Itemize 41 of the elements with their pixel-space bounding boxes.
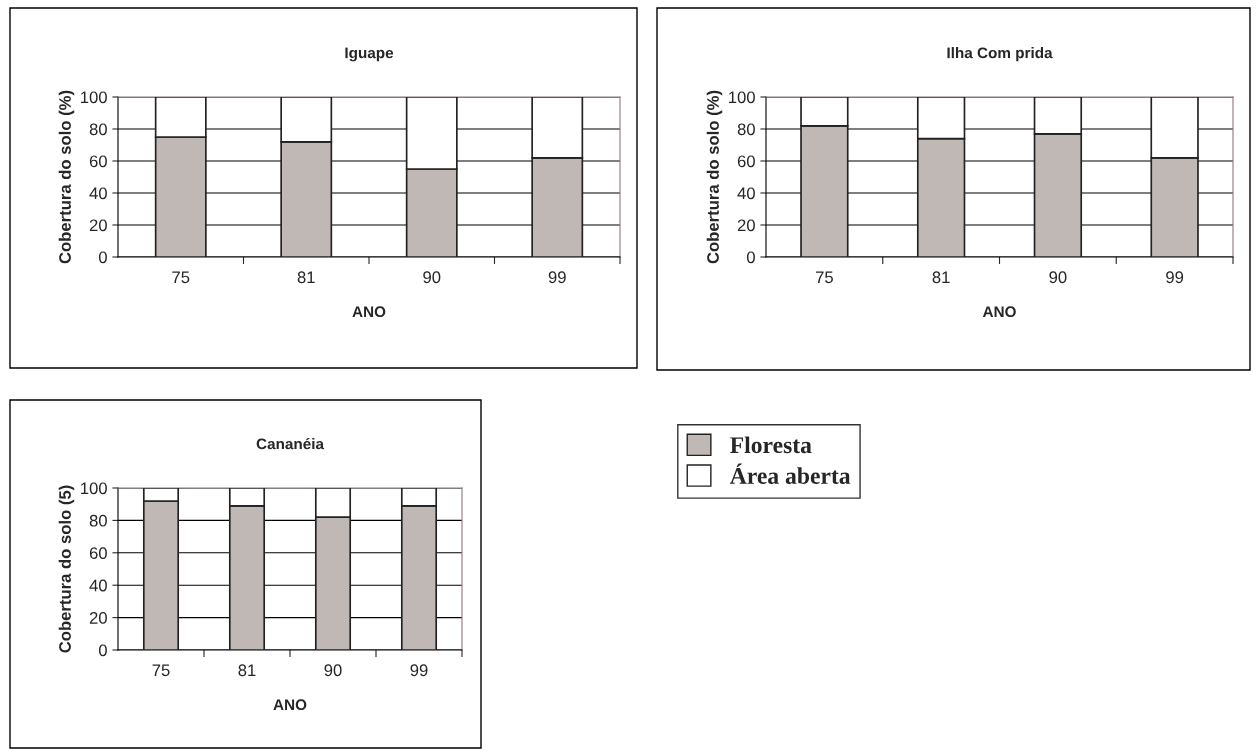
- y-tick-label: 20: [737, 219, 755, 232]
- x-tick-label: 90: [324, 664, 342, 677]
- y-tick-label: 20: [89, 219, 107, 232]
- y-tick-label: 40: [737, 187, 755, 200]
- y-tick-label: 60: [89, 155, 107, 168]
- y-tick-label: 60: [89, 547, 107, 559]
- x-tick-label: 99: [1166, 271, 1184, 284]
- legend-label: Área aberta: [729, 463, 851, 484]
- y-axis-title: Cobertura do solo (%): [706, 90, 723, 264]
- y-tick-label: 60: [737, 155, 755, 168]
- x-tick-label: 75: [815, 271, 833, 284]
- x-tick-label: 99: [410, 664, 428, 677]
- chart-title: Iguape: [345, 47, 394, 62]
- y-tick-label: 0: [98, 644, 107, 657]
- x-tick-label: 90: [423, 271, 441, 284]
- y-tick-label: 80: [89, 123, 107, 136]
- x-tick-label: 75: [152, 664, 170, 677]
- x-tick-label: 81: [238, 664, 256, 677]
- x-tick-label: 81: [932, 271, 950, 284]
- legend-label: Floresta: [730, 436, 812, 454]
- y-tick-label: 100: [81, 91, 107, 104]
- y-tick-label: 100: [81, 482, 107, 495]
- y-tick-label: 40: [89, 187, 107, 200]
- y-tick-label: 20: [89, 612, 107, 624]
- x-axis-title: ANO: [352, 306, 386, 318]
- y-tick-label: 80: [737, 123, 755, 136]
- x-tick-label: 75: [172, 271, 190, 284]
- y-tick-label: 40: [89, 579, 107, 592]
- y-tick-label: 0: [746, 251, 755, 264]
- chart-title: Cananéia: [256, 437, 325, 450]
- x-tick-label: 90: [1049, 271, 1067, 284]
- x-axis-title: ANO: [273, 699, 307, 711]
- y-axis-title: Cobertura do solo (5): [58, 485, 75, 653]
- y-tick-label: 100: [729, 91, 755, 104]
- y-axis-title: Cobertura do solo (%): [58, 90, 75, 264]
- x-tick-label: 81: [297, 271, 315, 284]
- y-tick-label: 0: [98, 251, 107, 264]
- y-tick-label: 80: [89, 514, 107, 527]
- x-axis-title: ANO: [982, 306, 1016, 318]
- x-tick-label: 99: [548, 271, 566, 284]
- chart-title: Ilha Com prida: [947, 47, 1053, 62]
